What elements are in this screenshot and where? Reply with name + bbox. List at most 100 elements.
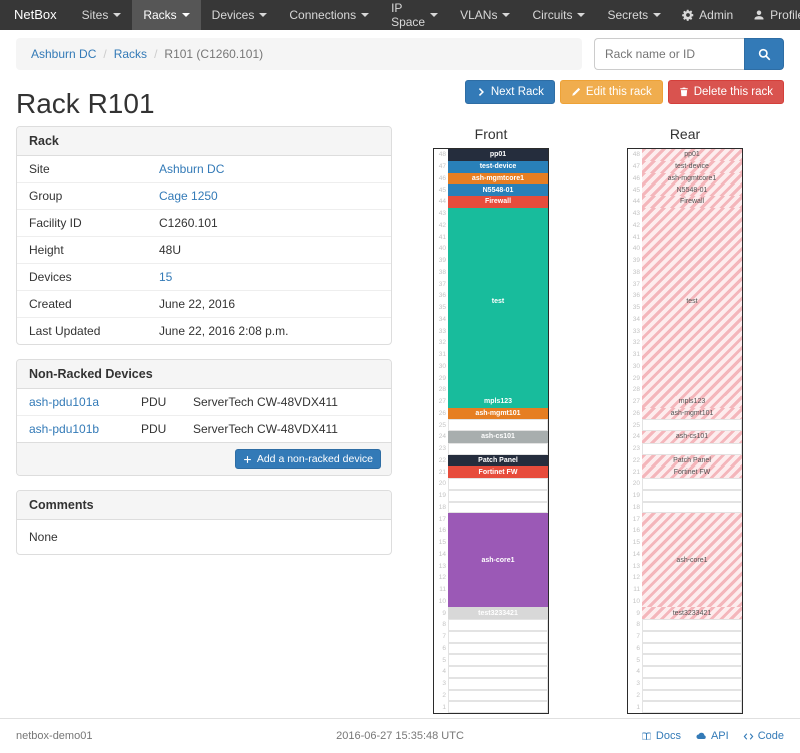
unit-number: 34 — [632, 315, 640, 323]
rack-device-ash-cs101[interactable]: ash-cs101 — [448, 431, 548, 443]
rack-device-test-device[interactable]: test-device — [448, 160, 548, 173]
rack-device-Fortinet FW[interactable]: Fortinet FW — [642, 466, 742, 478]
rack-device-Firewall[interactable]: Firewall — [448, 196, 548, 208]
rack-device-ash-mgmtcore1[interactable]: ash-mgmtcore1 — [642, 172, 742, 185]
table-row: ash-pdu101a PDU ServerTech CW-48VDX411 — [17, 389, 391, 416]
unit-number: 29 — [632, 374, 640, 382]
nav-item-racks[interactable]: Racks — [132, 0, 201, 30]
unit-number: 6 — [442, 644, 446, 652]
title-row: Rack R101 Next Rack Edit this rack Delet… — [0, 70, 800, 120]
rack-device-test3233421[interactable]: test3233421 — [448, 607, 548, 619]
unit-number: 18 — [632, 503, 640, 511]
nav-item-vlans[interactable]: VLANs — [449, 0, 521, 30]
nav-item-devices[interactable]: Devices — [201, 0, 279, 30]
attr-label: Devices — [17, 263, 147, 291]
rack-device-ash-mgmt101[interactable]: ash-mgmt101 — [448, 407, 548, 420]
nav-item-sites[interactable]: Sites — [71, 0, 133, 30]
code-link[interactable]: Code — [743, 730, 784, 742]
nav-item-secrets[interactable]: Secrets — [596, 0, 672, 30]
device-link[interactable]: ash-pdu101b — [29, 422, 100, 436]
rack-device-pp01[interactable]: pp01 — [448, 149, 548, 161]
docs-link[interactable]: Docs — [641, 730, 681, 742]
unit-number: 38 — [632, 268, 640, 276]
table-row: Facility ID C1260.101 — [17, 209, 391, 237]
unit-number: 12 — [632, 574, 640, 582]
unit-number: 38 — [438, 268, 446, 276]
search-icon — [758, 48, 771, 61]
rack-device-test[interactable]: test — [448, 207, 548, 396]
unit-number: 41 — [438, 233, 446, 241]
nav-item-label: Devices — [211, 8, 255, 22]
table-row: Site Ashburn DC — [17, 156, 391, 183]
rack-slots-rear: pp01 test-device ash-mgmtcore1 N5548-01 Fire… — [642, 149, 742, 713]
table-row: Group Cage 1250 — [17, 182, 391, 210]
rack-slot-empty — [642, 689, 742, 702]
rack-slot-empty — [642, 501, 742, 514]
devices-count-link[interactable]: 15 — [159, 270, 173, 284]
nav-item-connections[interactable]: Connections — [278, 0, 380, 30]
search-input[interactable] — [594, 38, 744, 70]
rack-device-Patch Panel[interactable]: Patch Panel — [448, 454, 548, 467]
nav-item-circuits[interactable]: Circuits — [521, 0, 596, 30]
breadcrumb-site-link[interactable]: Ashburn DC — [31, 47, 97, 61]
rack-device-test[interactable]: test — [642, 207, 742, 396]
search-button[interactable] — [744, 38, 784, 70]
rack-device-Patch Panel[interactable]: Patch Panel — [642, 454, 742, 467]
rack-device-ash-mgmtcore1[interactable]: ash-mgmtcore1 — [448, 172, 548, 185]
group-link[interactable]: Cage 1250 — [159, 189, 218, 203]
unit-numbers-front: 48 47 46 45 44 43 42 41 40 39 38 37 36 35 34 33 32 31 30 29… — [434, 149, 448, 713]
rack-device-test3233421[interactable]: test3233421 — [642, 607, 742, 619]
breadcrumb-separator: / — [154, 47, 158, 61]
rack-device-N5548-01[interactable]: N5548-01 — [642, 184, 742, 196]
unit-number: 11 — [633, 586, 640, 594]
device-link[interactable]: ash-pdu101a — [29, 395, 100, 409]
unit-number: 34 — [438, 315, 446, 323]
rack-device-ash-mgmt101[interactable]: ash-mgmt101 — [642, 407, 742, 420]
unit-number: 5 — [442, 656, 446, 664]
unit-number: 48 — [438, 151, 446, 159]
rack-device-mpls123[interactable]: mpls123 — [642, 395, 742, 408]
rack-slot-empty — [448, 666, 548, 678]
unit-number: 25 — [438, 421, 446, 429]
unit-number: 27 — [438, 398, 446, 406]
brand-netbox[interactable]: NetBox — [14, 7, 57, 22]
admin-link[interactable]: Admin — [672, 0, 743, 30]
rack-device-pp01[interactable]: pp01 — [642, 149, 742, 161]
rack-device-Fortinet FW[interactable]: Fortinet FW — [448, 466, 548, 478]
unit-number: 47 — [438, 163, 446, 171]
rack-device-mpls123[interactable]: mpls123 — [448, 395, 548, 408]
breadcrumb-separator: / — [103, 47, 107, 61]
add-non-racked-device-button[interactable]: Add a non-racked device — [234, 449, 381, 469]
next-rack-button[interactable]: Next Rack — [464, 80, 555, 104]
profile-link[interactable]: Profile — [743, 0, 800, 30]
api-link[interactable]: API — [695, 730, 729, 742]
rack-slot-empty — [448, 701, 548, 713]
rack-device-Firewall[interactable]: Firewall — [642, 196, 742, 208]
unit-number: 16 — [438, 527, 446, 535]
profile-label: Profile — [770, 8, 800, 22]
breadcrumb-row: Ashburn DC / Racks / R101 (C1260.101) — [0, 30, 800, 70]
rack-device-ash-core1[interactable]: ash-core1 — [448, 513, 548, 608]
rack-device-ash-cs101[interactable]: ash-cs101 — [642, 431, 742, 443]
nav-item-ip-space[interactable]: IP Space — [380, 0, 449, 30]
attr-label: Height — [17, 236, 147, 264]
delete-rack-button[interactable]: Delete this rack — [667, 80, 784, 104]
rack-slot-empty — [448, 478, 548, 490]
nav-item-label: VLANs — [460, 8, 498, 22]
breadcrumb-racks-link[interactable]: Racks — [113, 47, 148, 61]
nav-item-label: Circuits — [532, 8, 573, 22]
plus-icon — [243, 455, 252, 464]
rack-device-ash-core1[interactable]: ash-core1 — [642, 513, 742, 608]
front-elevation-title: Front — [474, 126, 508, 142]
edit-rack-button[interactable]: Edit this rack — [559, 80, 663, 104]
rack-slot-empty — [448, 619, 548, 631]
rack-slot-empty — [642, 442, 742, 455]
rack-device-test-device[interactable]: test-device — [642, 160, 742, 173]
non-racked-panel-title: Non-Racked Devices — [17, 360, 391, 389]
unit-number: 36 — [438, 292, 446, 300]
site-link[interactable]: Ashburn DC — [159, 162, 225, 176]
device-role: PDU — [141, 422, 167, 436]
rack-device-N5548-01[interactable]: N5548-01 — [448, 184, 548, 196]
unit-number: 26 — [438, 409, 446, 417]
unit-number: 2 — [442, 691, 446, 699]
